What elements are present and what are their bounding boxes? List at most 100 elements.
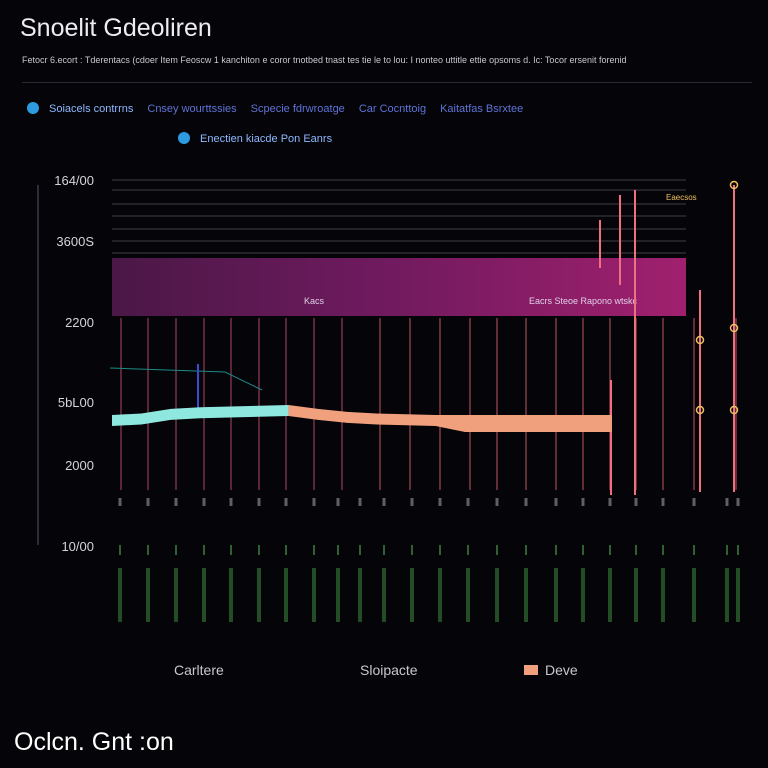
bottom-tick-column — [554, 568, 558, 622]
bottom-category-3-label: Deve — [545, 662, 578, 678]
legend1-label-2: Scpecie fdrwroatge — [250, 103, 345, 115]
bottom-tick-dot — [581, 498, 585, 506]
bottom-tick-column — [284, 568, 288, 622]
bottom-tick-dot — [146, 498, 150, 506]
band-label-right: Eacrs Steoe Rapono wtskc — [529, 296, 638, 306]
marker-dot — [695, 335, 705, 345]
bottom-tick-column — [438, 568, 442, 622]
bottom-tick-column — [312, 568, 316, 622]
band-label-left: Kacs — [304, 296, 325, 306]
legend1-label-4: Kaitatfas Bsrxtee — [440, 103, 524, 115]
bottom-category-2: Sloipacte — [360, 662, 418, 678]
legend2-dot-0 — [178, 132, 190, 144]
bottom-tick-dot — [554, 498, 558, 506]
marker-dot — [729, 405, 739, 415]
y-tick-label: 5bL00 — [58, 395, 94, 410]
highlight-band — [112, 258, 686, 316]
bottom-tick-mark — [635, 545, 637, 555]
marker-dot — [695, 405, 705, 415]
bottom-tick-dot — [174, 498, 178, 506]
bottom-tick-dot — [382, 498, 386, 506]
bottom-tick-dot — [284, 498, 288, 506]
y-tick-label: 2200 — [65, 315, 94, 330]
bottom-tick-column — [466, 568, 470, 622]
bottom-tick-mark — [555, 545, 557, 555]
bottom-tick-dot — [257, 498, 261, 506]
bottom-tick-dot — [202, 498, 206, 506]
bottom-tick-column — [257, 568, 261, 622]
bottom-tick-mark — [313, 545, 315, 555]
bottom-tick-dot — [524, 498, 528, 506]
bottom-tick-dot — [410, 498, 414, 506]
chart-title: Snoelit Gdeoliren — [20, 14, 212, 42]
bottom-tick-dot — [634, 498, 638, 506]
bottom-tick-dot — [438, 498, 442, 506]
bottom-tick-dot — [358, 498, 362, 506]
bottom-tick-mark — [359, 545, 361, 555]
bottom-tick-dot — [495, 498, 499, 506]
bottom-tick-mark — [737, 545, 739, 555]
bottom-tick-dot — [608, 498, 612, 506]
deve-swatch — [524, 665, 538, 675]
bottom-tick-mark — [693, 545, 695, 555]
y-tick-label: 2000 — [65, 458, 94, 473]
bottom-tick-dot — [692, 498, 696, 506]
legend1-label-3: Car Cocnttoig — [358, 103, 427, 115]
bottom-tick-dot — [661, 498, 665, 506]
bottom-tick-mark — [726, 545, 728, 555]
bottom-tick-column — [336, 568, 340, 622]
bottom-tick-mark — [119, 545, 121, 555]
bottom-tick-column — [146, 568, 150, 622]
bottom-tick-mark — [439, 545, 441, 555]
bottom-tick-column — [524, 568, 528, 622]
bottom-tick-mark — [383, 545, 385, 555]
bottom-tick-column — [410, 568, 414, 622]
bottom-tick-mark — [582, 545, 584, 555]
bottom-tick-column — [661, 568, 665, 622]
bottom-tick-column — [202, 568, 206, 622]
bottom-tick-mark — [609, 545, 611, 555]
annotation-label: Eaecsos — [666, 193, 697, 202]
bottom-tick-column — [608, 568, 612, 622]
bottom-tick-mark — [175, 545, 177, 555]
bottom-tick-dot — [736, 498, 740, 506]
bottom-tick-mark — [285, 545, 287, 555]
header-divider — [22, 82, 752, 83]
bottom-tick-dot — [466, 498, 470, 506]
bottom-tick-column — [725, 568, 729, 622]
bottom-tick-column — [495, 568, 499, 622]
bottom-tick-column — [118, 568, 122, 622]
bottom-tick-mark — [662, 545, 664, 555]
bottom-tick-dot — [229, 498, 233, 506]
bottom-tick-dot — [118, 498, 122, 506]
bottom-tick-mark — [203, 545, 205, 555]
y-tick-label: 3600S — [56, 234, 94, 249]
series-area-1 — [288, 405, 612, 432]
bottom-tick-column — [358, 568, 362, 622]
bottom-tick-mark — [467, 545, 469, 555]
legend1-dot-0 — [27, 102, 39, 114]
legend-row-1: Soiacels contrrns Cnsey wourttssies Scpeci… — [27, 102, 537, 115]
series-area-0 — [112, 405, 289, 426]
y-tick-label: 164/00 — [54, 173, 94, 188]
bottom-category-1: Carltere — [174, 662, 224, 678]
bottom-tick-column — [634, 568, 638, 622]
bottom-tick-column — [174, 568, 178, 622]
footer-text: Oclcn. Gnt :on — [14, 728, 174, 756]
legend2-label-0: Enectien kiacde Pon Eanrs — [200, 133, 333, 145]
bottom-tick-mark — [525, 545, 527, 555]
bottom-tick-mark — [258, 545, 260, 555]
bottom-tick-mark — [411, 545, 413, 555]
legend1-label-1: Cnsey wourttssies — [147, 103, 237, 115]
bottom-tick-mark — [496, 545, 498, 555]
bottom-tick-column — [736, 568, 740, 622]
legend1-label-0: Soiacels contrrns — [49, 103, 134, 115]
y-tick-label: 10/00 — [61, 539, 94, 554]
bottom-tick-mark — [147, 545, 149, 555]
bottom-tick-dot — [336, 498, 340, 506]
bottom-tick-mark — [230, 545, 232, 555]
bottom-tick-dot — [312, 498, 316, 506]
bottom-tick-column — [581, 568, 585, 622]
legend-row-2: Enectien kiacde Pon Eanrs — [178, 132, 346, 145]
